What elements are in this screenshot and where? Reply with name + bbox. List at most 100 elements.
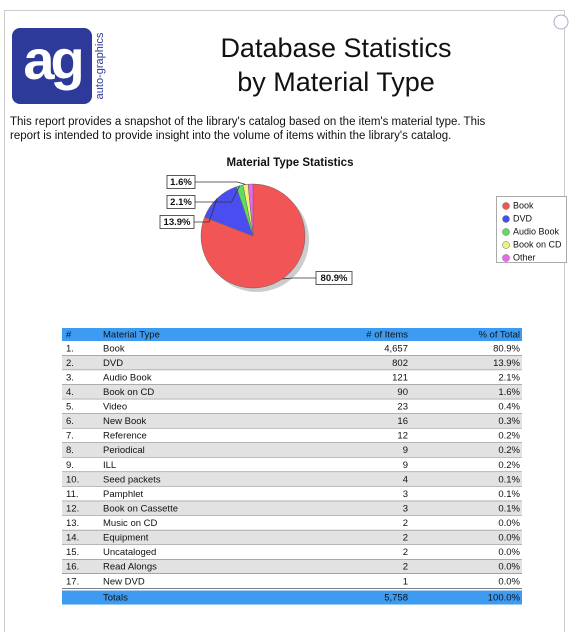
table-totals-bg	[62, 590, 522, 605]
table-cell: 0.2%	[498, 431, 520, 442]
corner-icon[interactable]	[553, 14, 569, 30]
column-header: % of Total	[478, 330, 520, 341]
table-cell: New Book	[103, 416, 147, 427]
table-cell: 12	[397, 431, 408, 442]
legend-swatch	[502, 215, 510, 223]
table-cell: 14.	[66, 533, 79, 544]
table-cell: Book on CD	[103, 387, 154, 398]
table-cell: 7.	[66, 431, 74, 442]
legend-label: DVD	[513, 213, 533, 223]
table-cell: Video	[103, 402, 127, 413]
slice-label: 80.9%	[321, 273, 348, 284]
table-cell: 0.0%	[498, 576, 520, 587]
table-cell: 13.	[66, 518, 79, 529]
table-row-bg	[62, 384, 522, 400]
table-cell: 16	[397, 416, 408, 427]
legend-label: Book	[513, 200, 534, 210]
table-cell: Music on CD	[103, 518, 158, 529]
legend-label: Audio Book	[513, 226, 560, 236]
table-cell: 0.0%	[498, 547, 520, 558]
table-cell: 0.2%	[498, 445, 520, 456]
logo-mark: ag	[23, 28, 81, 91]
table-cell: 90	[397, 387, 408, 398]
table-row-bg	[62, 457, 522, 473]
slice-label: 13.9%	[164, 217, 191, 228]
table-cell: Reference	[103, 431, 147, 442]
table-cell: 3	[403, 503, 408, 514]
legend-swatch	[502, 254, 510, 262]
totals-cell: 5,758	[384, 593, 408, 604]
table-row-bg	[62, 515, 522, 531]
table-cell: 80.9%	[493, 343, 520, 354]
table-row-bg	[62, 428, 522, 443]
description-line: report is intended to provide insight in…	[10, 130, 451, 142]
table-cell: 1	[403, 576, 408, 587]
legend-swatch	[502, 228, 510, 236]
table-cell: 0.1%	[498, 474, 520, 485]
table-row-bg	[62, 486, 522, 502]
table-cell: 4	[403, 474, 408, 485]
totals-cell: Totals	[103, 593, 128, 604]
totals-cell: 100.0%	[488, 593, 521, 604]
label-box	[166, 195, 196, 209]
table-cell: Read Alongs	[103, 562, 157, 573]
table-cell: 8.	[66, 445, 74, 456]
table-cell: 23	[397, 402, 408, 413]
column-header: #	[66, 330, 72, 341]
table-cell: 12.	[66, 503, 79, 514]
table-cell: 6.	[66, 416, 74, 427]
table-cell: 2.	[66, 358, 74, 369]
legend-label: Book on CD	[513, 239, 562, 249]
table-cell: 17.	[66, 576, 79, 587]
legend-swatch	[502, 241, 510, 249]
label-leader	[282, 277, 316, 280]
table-cell: 121	[392, 372, 408, 383]
table-cell: 4,657	[384, 343, 408, 354]
table-cell: Audio Book	[103, 372, 152, 383]
table-cell: 2.1%	[498, 372, 520, 383]
table-cell: ILL	[103, 460, 116, 471]
legend-label: Other	[513, 252, 536, 262]
table-cell: 0.1%	[498, 503, 520, 514]
label-box	[315, 271, 353, 285]
table-cell: Periodical	[103, 445, 145, 456]
table-cell: Uncataloged	[103, 547, 156, 558]
title-line: by Material Type	[237, 67, 435, 97]
table-cell: 2	[403, 547, 408, 558]
table-cell: Seed packets	[103, 474, 161, 485]
label-box	[166, 175, 196, 189]
logo-name: auto-graphics	[94, 32, 106, 99]
column-header: # of Items	[366, 330, 408, 341]
table-cell: DVD	[103, 358, 123, 369]
table-row-bg	[62, 530, 522, 545]
table-cell: 0.0%	[498, 533, 520, 544]
table-cell: Equipment	[103, 533, 149, 544]
table-row-bg	[62, 413, 522, 429]
table-cell: 9.	[66, 460, 74, 471]
table-cell: 0.1%	[498, 489, 520, 500]
legend-swatch	[502, 202, 510, 210]
label-box	[159, 215, 195, 229]
table-cell: 15.	[66, 547, 79, 558]
title-line: Database Statistics	[220, 33, 451, 63]
table-cell: 9	[403, 460, 408, 471]
table-row-bg	[62, 501, 522, 516]
slice-label: 1.6%	[170, 177, 192, 188]
table-row-bg	[62, 341, 522, 356]
table-cell: 4.	[66, 387, 74, 398]
table-cell: New DVD	[103, 576, 145, 587]
table-cell: 0.0%	[498, 518, 520, 529]
pie-slice	[247, 183, 254, 237]
table-cell: Book	[103, 343, 125, 354]
column-header: Material Type	[103, 330, 160, 341]
table-row-bg	[62, 472, 522, 487]
table-cell: 0.2%	[498, 460, 520, 471]
slice-label: 2.1%	[170, 197, 192, 208]
table-cell: 3	[403, 489, 408, 500]
table-cell: 2	[403, 562, 408, 573]
chart-title: Material Type Statistics	[227, 157, 354, 169]
table-cell: 2	[403, 533, 408, 544]
table-cell: 5.	[66, 402, 74, 413]
logo-box	[12, 28, 92, 104]
